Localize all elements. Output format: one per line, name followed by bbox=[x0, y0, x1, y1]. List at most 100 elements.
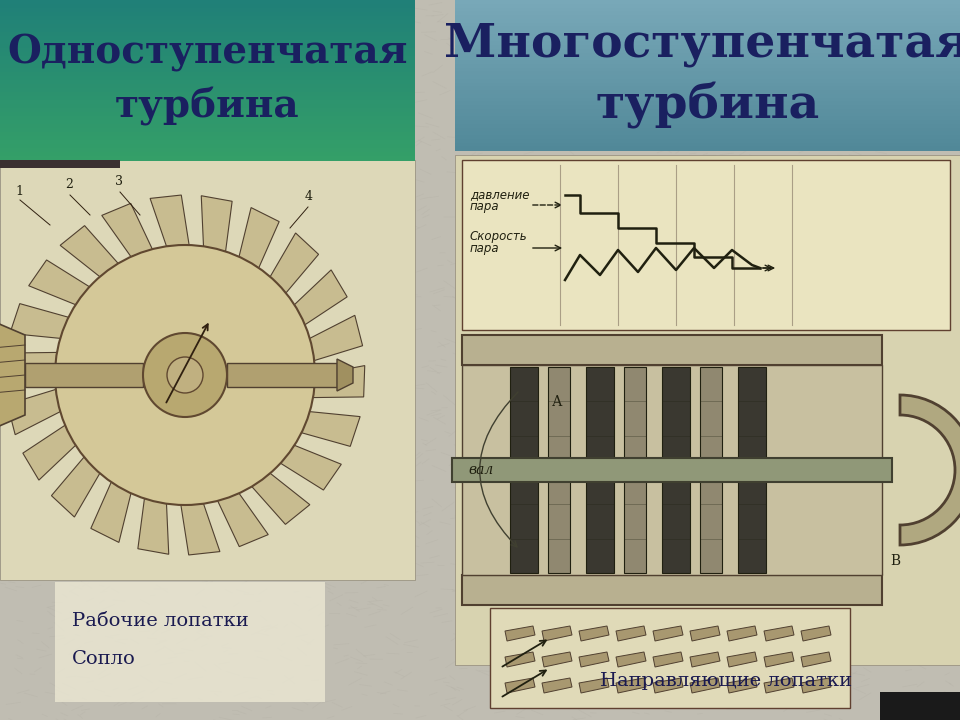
Polygon shape bbox=[542, 652, 572, 667]
Polygon shape bbox=[505, 678, 535, 693]
Bar bbox=[455, 45, 960, 49]
Polygon shape bbox=[138, 498, 169, 554]
Bar bbox=[0, 96, 415, 101]
Bar bbox=[462, 335, 882, 365]
Bar bbox=[455, 30, 960, 35]
Bar bbox=[510, 367, 538, 573]
Bar bbox=[0, 56, 415, 60]
Bar bbox=[0, 160, 120, 168]
Polygon shape bbox=[653, 652, 683, 667]
Bar bbox=[0, 76, 415, 81]
Bar bbox=[455, 53, 960, 57]
Polygon shape bbox=[29, 260, 89, 305]
Polygon shape bbox=[616, 652, 646, 667]
Bar bbox=[455, 102, 960, 106]
Bar bbox=[455, 139, 960, 143]
Bar bbox=[455, 12, 960, 16]
Polygon shape bbox=[202, 196, 232, 251]
Bar bbox=[0, 88, 415, 92]
Text: Многоступенчатая
турбина: Многоступенчатая турбина bbox=[444, 21, 960, 129]
Polygon shape bbox=[218, 493, 268, 546]
Bar bbox=[455, 124, 960, 128]
Bar bbox=[455, 120, 960, 125]
Bar bbox=[0, 36, 415, 40]
Polygon shape bbox=[150, 195, 189, 246]
Polygon shape bbox=[801, 678, 831, 693]
Bar bbox=[455, 0, 960, 4]
Polygon shape bbox=[239, 207, 279, 268]
Bar bbox=[455, 90, 960, 94]
Polygon shape bbox=[690, 652, 720, 667]
Bar bbox=[462, 365, 882, 575]
Bar bbox=[0, 112, 415, 117]
Bar bbox=[0, 40, 415, 45]
Polygon shape bbox=[690, 678, 720, 693]
Bar bbox=[455, 34, 960, 38]
Polygon shape bbox=[252, 473, 310, 524]
Polygon shape bbox=[180, 504, 220, 555]
Bar bbox=[455, 19, 960, 23]
Bar bbox=[0, 156, 415, 161]
Bar bbox=[455, 112, 960, 117]
Bar bbox=[455, 56, 960, 60]
Bar bbox=[455, 37, 960, 42]
Bar bbox=[0, 128, 415, 132]
Text: пара: пара bbox=[470, 242, 499, 255]
Polygon shape bbox=[653, 678, 683, 693]
Polygon shape bbox=[690, 626, 720, 641]
Bar bbox=[455, 60, 960, 64]
Bar bbox=[0, 48, 415, 53]
Bar bbox=[0, 152, 415, 156]
Bar bbox=[455, 64, 960, 68]
Circle shape bbox=[167, 357, 203, 393]
Bar bbox=[455, 131, 960, 135]
Bar bbox=[0, 116, 415, 120]
Text: 4: 4 bbox=[305, 190, 313, 203]
Bar bbox=[548, 367, 570, 573]
Bar bbox=[455, 4, 960, 8]
Polygon shape bbox=[10, 304, 68, 338]
Bar bbox=[455, 116, 960, 120]
Bar bbox=[455, 78, 960, 83]
Bar bbox=[455, 68, 960, 72]
Polygon shape bbox=[313, 366, 365, 397]
Bar bbox=[0, 160, 415, 580]
Bar bbox=[0, 52, 415, 56]
Bar bbox=[0, 0, 415, 4]
Polygon shape bbox=[280, 445, 342, 490]
Bar bbox=[55, 582, 325, 702]
Bar bbox=[455, 26, 960, 30]
Bar bbox=[0, 136, 415, 140]
Bar bbox=[0, 12, 415, 17]
Bar bbox=[462, 160, 950, 330]
Bar bbox=[0, 140, 415, 145]
Text: А: А bbox=[552, 395, 563, 409]
Bar bbox=[586, 367, 614, 573]
Bar bbox=[0, 60, 415, 65]
Text: Рабочие лопатки: Рабочие лопатки bbox=[72, 612, 249, 630]
Bar bbox=[0, 64, 415, 68]
Bar bbox=[455, 97, 960, 102]
Bar bbox=[0, 124, 415, 128]
Bar bbox=[0, 68, 415, 73]
Text: вал: вал bbox=[468, 463, 493, 477]
Bar bbox=[0, 120, 415, 125]
Bar bbox=[0, 24, 415, 29]
Polygon shape bbox=[8, 390, 60, 435]
Bar bbox=[0, 84, 415, 89]
Text: Скорость: Скорость bbox=[470, 230, 528, 243]
Polygon shape bbox=[801, 626, 831, 641]
Bar bbox=[455, 135, 960, 139]
Bar bbox=[0, 8, 415, 12]
Polygon shape bbox=[653, 626, 683, 641]
Polygon shape bbox=[310, 315, 363, 361]
Bar bbox=[462, 575, 882, 605]
Bar bbox=[0, 132, 415, 137]
Polygon shape bbox=[23, 426, 76, 480]
Bar bbox=[0, 108, 415, 112]
Text: 2: 2 bbox=[65, 178, 73, 191]
Polygon shape bbox=[5, 352, 57, 384]
Wedge shape bbox=[900, 395, 960, 545]
Bar bbox=[0, 92, 415, 96]
Bar bbox=[880, 692, 960, 720]
